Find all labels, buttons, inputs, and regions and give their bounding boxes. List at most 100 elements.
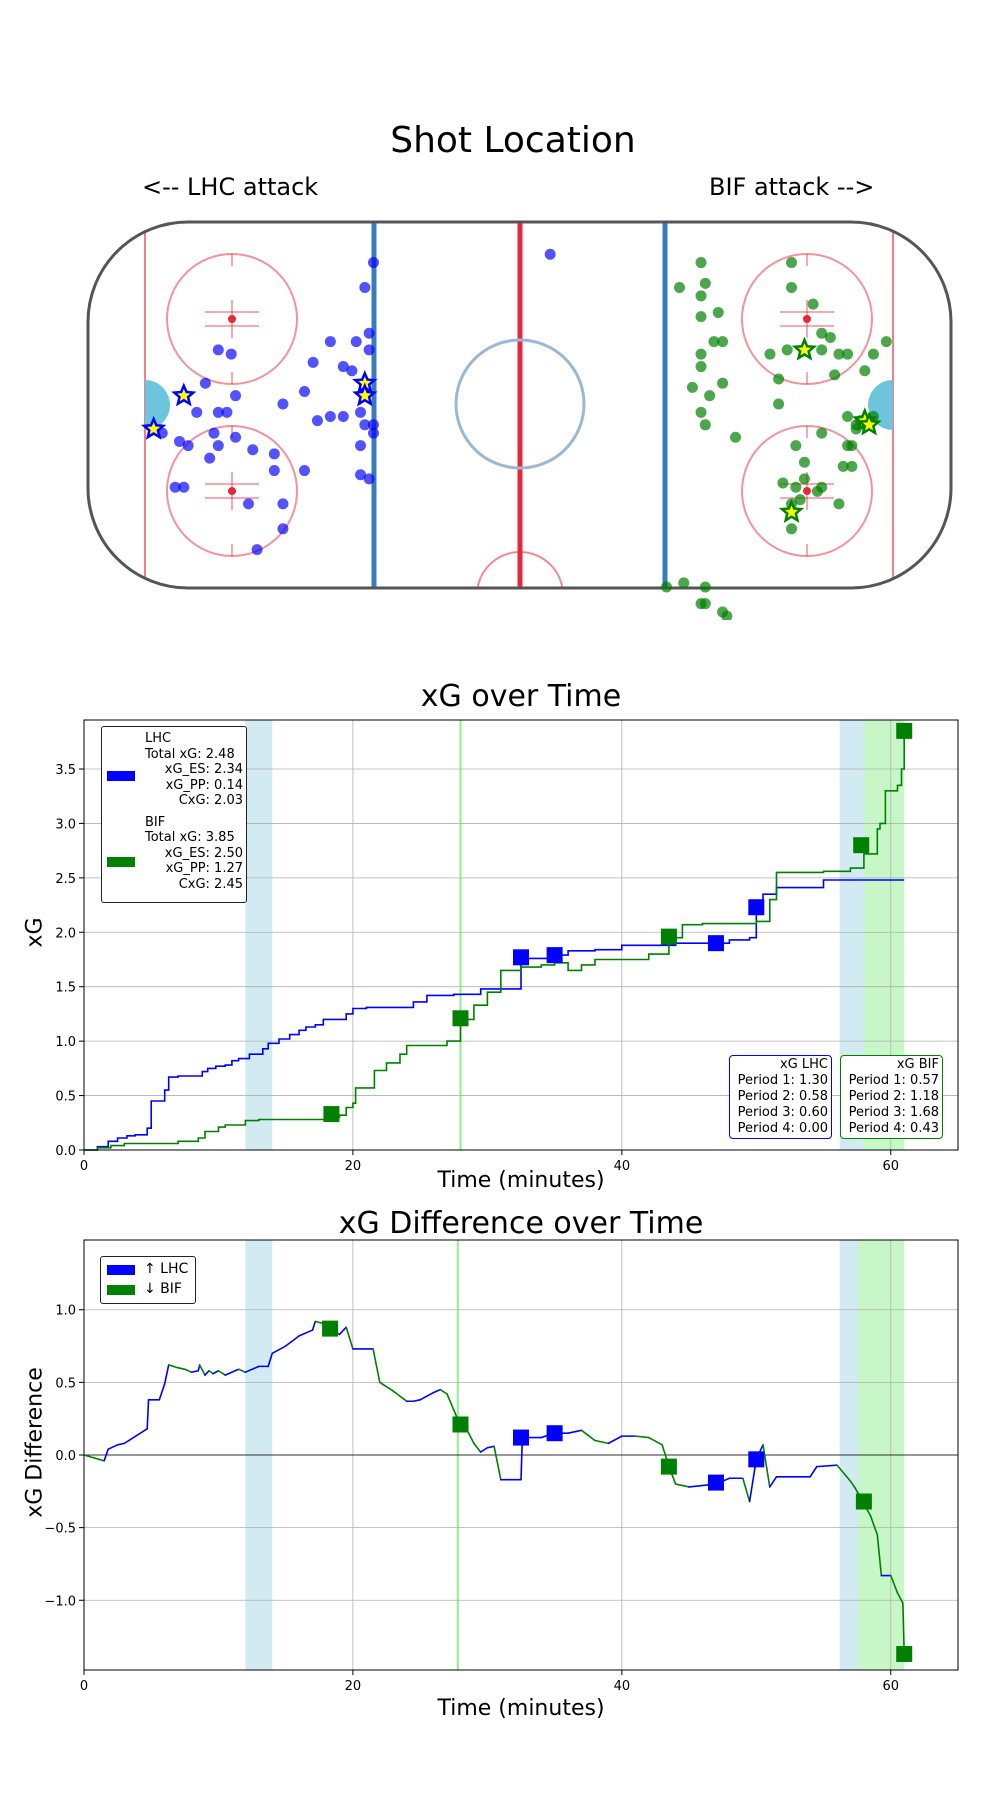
diff-segment [372,1348,381,1384]
bif-shot [798,473,810,485]
lhc-shot [367,427,379,439]
diff-legend: ↑ LHC ↓ BIF [100,1256,196,1304]
bif-shot [824,331,836,343]
diff-segment [594,1439,610,1445]
diff-segment [607,1435,623,1445]
legend-bif-pp: xG_PP: 1.27 [165,861,243,876]
xg-lhc-goal-marker [513,949,529,966]
bif-shot [661,581,673,593]
bif-shot [717,336,729,348]
diff-segment [123,1428,148,1445]
bif-shot [699,581,711,593]
legend-bif-swatch [107,857,135,867]
diff-segment [567,1429,583,1435]
bif-shot [807,298,819,310]
xg-xtick-label: 20 [345,1159,362,1174]
lhc-shot [324,336,336,348]
lhc-shot [299,465,310,477]
diff-segment [486,1445,495,1449]
lhc-shot [367,257,379,269]
diff-segment [849,1480,856,1488]
xg-frame [83,719,959,1151]
lhc-shot [367,419,379,431]
lhc-shot [182,440,194,452]
diff-lhc-goal-marker [513,1429,529,1446]
diff-segment [580,1429,596,1442]
bif-shot [781,344,793,356]
bif-shot [695,257,707,269]
lhc-shot [251,544,263,556]
diff-segment [338,1326,348,1336]
diff-segment [479,1446,489,1453]
diff-ytick-label: −0.5 [44,1522,76,1537]
diff-segment [311,1320,317,1331]
lhc-shot [324,410,336,422]
xg-ytick-label: 2.0 [55,926,76,941]
bif-shot [786,523,798,535]
lhc-shot [204,452,216,464]
diff-segment [212,1369,220,1375]
diff-segment [493,1445,502,1481]
period-bif-1: Period 1: 0.57 [848,1073,939,1088]
diff-segment [237,1368,247,1373]
period-box-lhc: xG LHC Period 1: 1.30 Period 2: 0.58 Per… [729,1055,832,1139]
diff-segment [816,1464,838,1468]
bif-shot [790,440,802,452]
diff-segment [224,1368,240,1376]
diff-ytick-label: 0.0 [55,1449,76,1464]
xg-bif-goal-marker [896,722,913,739]
bif-shot [786,282,798,294]
lhc-shot [230,431,242,443]
legend-lhc-es: xG_ES: 2.34 [164,762,243,777]
lhc-shot [212,344,224,356]
xg-legend: LHC Total xG: 2.48 xG_ES: 2.34 xG_PP: 0.… [101,726,247,903]
diff-segment [83,1454,105,1462]
lhc-attack-label: <-- LHC attack [142,173,319,201]
diff-segment [412,1398,421,1403]
diff-segment [432,1388,442,1394]
diff-xtick-label: 0 [80,1679,88,1694]
lhc-shot [230,390,242,402]
diff-xtick-label: 20 [345,1679,362,1694]
lhc-shot [355,406,367,418]
lhc-shot [268,465,280,477]
diff-bif-goal-marker [452,1416,469,1433]
diff-segment [198,1364,206,1376]
period-lhc-1: Period 1: 1.30 [737,1073,828,1088]
bif-attack-label: BIF attack --> [709,173,875,201]
bif-shot [816,481,828,493]
xg-bif-line [84,730,905,1151]
lhc-goal [352,382,378,407]
lhc-shot [350,336,362,348]
xg-bif-goal-marker [452,1010,469,1027]
bif-shot [833,348,845,360]
diff-lhc-goal-marker [748,1451,765,1468]
rink-title: Shot Location [390,120,636,161]
diff-segment [473,1442,482,1453]
bif-shot [712,306,724,318]
diff-segment [158,1383,166,1401]
diff-segment [184,1368,193,1373]
diff-segment [163,1364,170,1385]
diff-chart-xlabel: Time (minutes) [437,1696,605,1721]
legend-lhc-cxg: CxG: 2.03 [178,793,243,808]
xg-bif-goal-marker [853,837,870,854]
lhc-shot [363,327,375,339]
lhc-shot [225,348,237,360]
bif-shot [816,327,828,339]
lhc-shot [178,481,190,493]
xg-ytick-label: 3.0 [55,817,76,832]
period-bif-header: xG BIF [896,1057,939,1072]
diff-segment [647,1436,663,1446]
lhc-shot [277,498,289,510]
diff-segment [146,1398,150,1430]
xg-ytick-label: 0.0 [55,1144,76,1159]
xg-lhc-line [84,879,905,1151]
diff-segment [742,1477,751,1503]
diff-segment [836,1464,852,1482]
diff-bif-goal-marker [855,1493,872,1510]
diff-segment [103,1448,110,1462]
diff-segment [116,1442,126,1446]
period-lhc-4: Period 4: 0.00 [737,1121,828,1136]
